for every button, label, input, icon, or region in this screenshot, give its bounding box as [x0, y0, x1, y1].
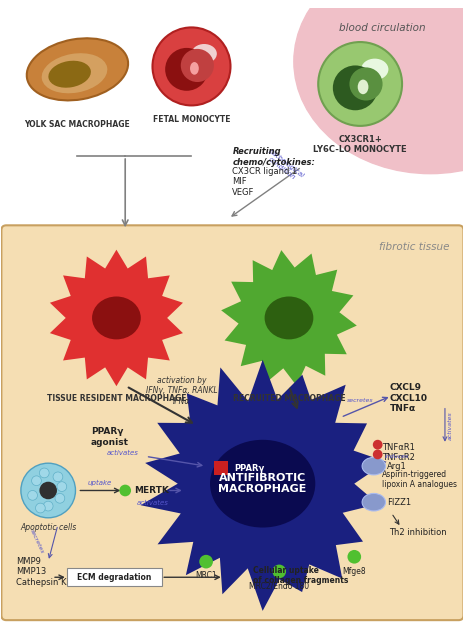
- Text: Cellular uptake
of collagen fragments: Cellular uptake of collagen fragments: [253, 565, 348, 585]
- Ellipse shape: [92, 297, 141, 339]
- Circle shape: [55, 493, 65, 503]
- Circle shape: [36, 503, 45, 513]
- Text: MERTK: MERTK: [134, 486, 169, 495]
- Text: Th2 inhibition: Th2 inhibition: [389, 528, 447, 536]
- Text: activation by
IFNγ, TNFα, RANKL
IFNα: activation by IFNγ, TNFα, RANKL IFNα: [146, 376, 218, 406]
- Circle shape: [318, 42, 402, 126]
- Text: ECM degradation: ECM degradation: [77, 573, 152, 582]
- Ellipse shape: [39, 481, 57, 499]
- Ellipse shape: [264, 297, 313, 339]
- Text: CX3CR ligand 1
MIF
VEGF: CX3CR ligand 1 MIF VEGF: [232, 167, 298, 197]
- Text: induces: induces: [384, 454, 409, 459]
- Circle shape: [373, 449, 383, 459]
- FancyBboxPatch shape: [67, 569, 162, 586]
- Circle shape: [39, 468, 49, 478]
- Circle shape: [57, 481, 67, 492]
- Text: pathological
condition: pathological condition: [263, 148, 305, 184]
- Text: YOLK SAC MACROPHAGE: YOLK SAC MACROPHAGE: [25, 120, 130, 129]
- Text: CX3CR1+
LY6C-LO MONOCYTE: CX3CR1+ LY6C-LO MONOCYTE: [313, 134, 407, 154]
- Circle shape: [181, 49, 214, 82]
- Ellipse shape: [362, 493, 385, 511]
- Circle shape: [21, 463, 75, 518]
- Ellipse shape: [358, 80, 368, 94]
- Ellipse shape: [191, 44, 217, 64]
- Circle shape: [199, 555, 213, 569]
- Text: activates: activates: [107, 449, 138, 456]
- Ellipse shape: [362, 457, 385, 475]
- Text: MRC2/Endo 180: MRC2/Endo 180: [249, 581, 310, 590]
- Circle shape: [349, 68, 383, 100]
- Text: Arg1: Arg1: [387, 462, 407, 471]
- Text: CXCL9
CXCL10
TNFα: CXCL9 CXCL10 TNFα: [389, 383, 428, 413]
- Ellipse shape: [190, 62, 199, 74]
- Text: uptake: uptake: [88, 480, 112, 486]
- Circle shape: [153, 27, 230, 105]
- Circle shape: [119, 485, 131, 497]
- Ellipse shape: [361, 59, 388, 80]
- Ellipse shape: [48, 61, 91, 88]
- Polygon shape: [221, 250, 357, 386]
- Circle shape: [43, 501, 53, 511]
- Circle shape: [333, 66, 378, 110]
- Circle shape: [165, 48, 208, 91]
- Text: TISSUE RESIDENT MACROPHAGE: TISSUE RESIDENT MACROPHAGE: [46, 394, 186, 403]
- Text: Aspirin-triggered
lipoxin A analogues: Aspirin-triggered lipoxin A analogues: [382, 470, 456, 490]
- Text: Mfge8: Mfge8: [343, 567, 366, 575]
- Text: RECRUITED MACROPHAGE: RECRUITED MACROPHAGE: [233, 394, 345, 403]
- Ellipse shape: [42, 53, 107, 93]
- Circle shape: [347, 550, 361, 563]
- Text: TNFαR1
TNFαR2: TNFαR1 TNFαR2: [382, 443, 414, 462]
- Text: activates: activates: [137, 500, 168, 506]
- Ellipse shape: [294, 0, 474, 174]
- Ellipse shape: [27, 38, 128, 100]
- Polygon shape: [50, 250, 183, 386]
- Circle shape: [53, 472, 63, 481]
- Text: PPARγ: PPARγ: [234, 464, 264, 473]
- Text: ANTIFIBROTIC
MACROPHAGE: ANTIFIBROTIC MACROPHAGE: [219, 473, 307, 495]
- Text: Apoptotic cells: Apoptotic cells: [20, 522, 76, 532]
- Text: blood circulation: blood circulation: [339, 23, 426, 33]
- Circle shape: [373, 440, 383, 449]
- Text: MRC1: MRC1: [195, 572, 217, 581]
- Circle shape: [32, 476, 41, 486]
- Text: Recruiting
chemo/cytokines:: Recruiting chemo/cytokines:: [232, 147, 315, 167]
- Text: PPARγ
agonist: PPARγ agonist: [91, 427, 129, 447]
- Text: FETAL MONOCYTE: FETAL MONOCYTE: [153, 115, 230, 124]
- Ellipse shape: [210, 440, 315, 528]
- Circle shape: [273, 565, 286, 578]
- Circle shape: [27, 490, 37, 500]
- Text: activates: activates: [448, 411, 453, 440]
- Text: secretes: secretes: [347, 398, 374, 403]
- Polygon shape: [141, 360, 386, 611]
- Text: FIZZ1: FIZZ1: [387, 498, 411, 507]
- Text: secretes: secretes: [28, 528, 45, 554]
- Text: MMP9
MMP13
Cathepsin K: MMP9 MMP13 Cathepsin K: [16, 557, 66, 587]
- FancyBboxPatch shape: [1, 225, 464, 620]
- Text: fibrotic tissue: fibrotic tissue: [379, 242, 450, 252]
